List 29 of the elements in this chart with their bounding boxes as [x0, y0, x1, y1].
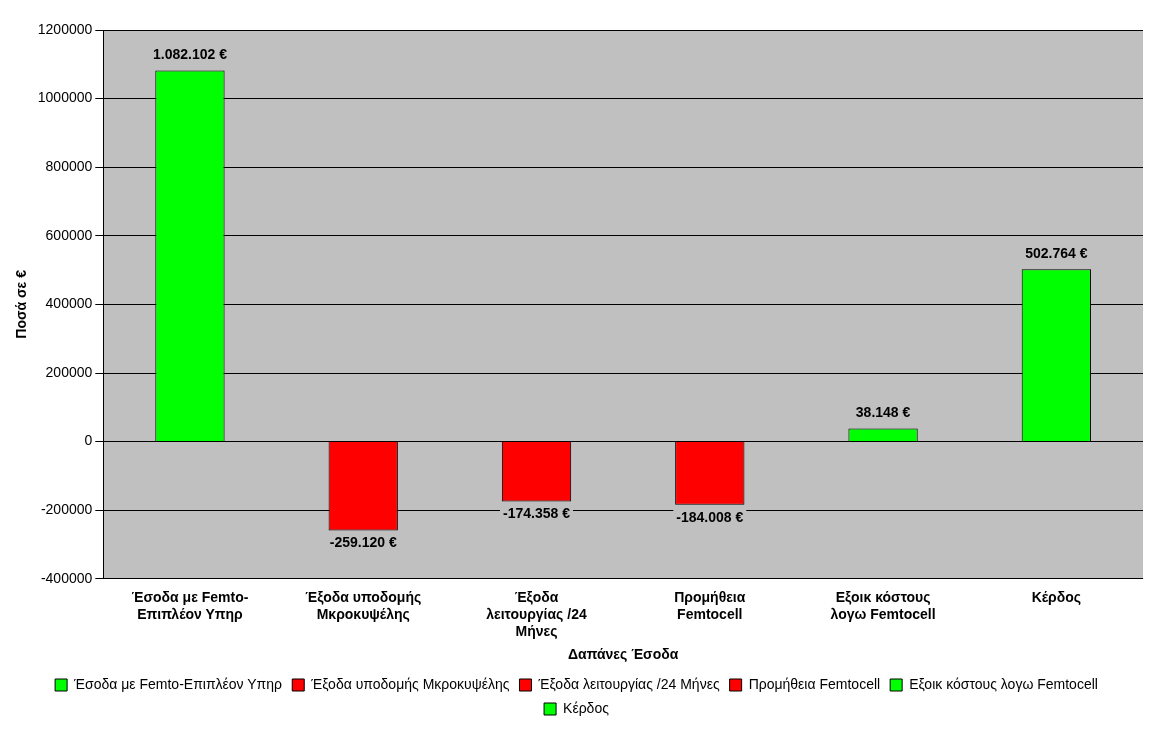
x-tick-label: Εξοικ κόστους λογω Femtocell [830, 589, 936, 622]
x-tick-label: Κέρδος [1031, 589, 1082, 606]
y-tick-label: 800000 [45, 158, 93, 175]
data-label: -174.358 € [503, 505, 571, 522]
y-tick-label: 600000 [45, 226, 93, 243]
data-label: -259.120 € [329, 534, 397, 551]
legend-label: Εξοικ κόστους λογω Femtocell [909, 675, 1098, 692]
y-tick-label: 400000 [45, 295, 93, 312]
legend-label: Κέρδος [563, 699, 610, 716]
legend-label: Έσοδα με Femto-Επιπλέον Υπηρ [73, 675, 283, 692]
legend-label: Έξοδα λειτουργίας /24 Μήνες [537, 675, 720, 692]
x-tick-label: Έσοδα με Femto-Επιπλέον Υπηρ [131, 589, 249, 622]
y-tick-label: 1000000 [37, 89, 93, 106]
legend-label: Προμήθεια Femtocell [748, 675, 881, 692]
y-tick-label: 1200000 [37, 20, 93, 37]
y-axis-title: Ποσά σε € [13, 269, 30, 339]
y-tick-label: -200000 [40, 501, 93, 518]
x-tick-label: Έξοδα λειτουργίας /24 Μήνες [486, 589, 587, 639]
y-tick-label: 0 [84, 432, 93, 449]
y-tick-label: -400000 [40, 569, 93, 586]
data-label: -184.008 € [676, 508, 744, 525]
x-axis-title: Δαπάνες Έσοδα [567, 646, 679, 663]
legend-label: Έξοδα υποδομής Μκροκυψέλης [310, 675, 510, 692]
x-tick-label: Έξοδα υποδομής Μκροκυψέλης [305, 589, 422, 622]
x-tick-label: Προμήθεια Femtocell [674, 589, 746, 622]
data-label: 1.082.102 € [152, 46, 228, 63]
data-label: 38.148 € [855, 404, 911, 421]
data-label: 502.764 € [1025, 245, 1088, 262]
y-tick-label: 200000 [45, 363, 93, 380]
